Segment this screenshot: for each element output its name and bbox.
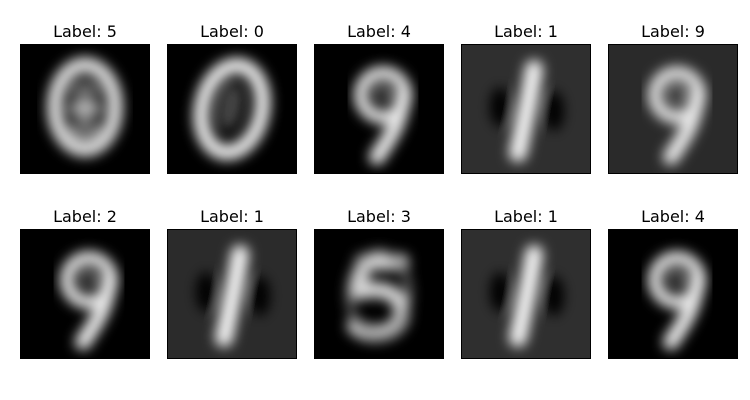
panel-label: Label: 1 xyxy=(494,22,558,41)
panel-label: Label: 1 xyxy=(200,207,264,226)
panel-label: Label: 0 xyxy=(200,22,264,41)
digit-image xyxy=(314,44,444,174)
digit-bitmap xyxy=(609,45,737,173)
digit-bitmap xyxy=(168,45,296,173)
panel-label: Label: 9 xyxy=(641,22,705,41)
digit-bitmap xyxy=(462,45,590,173)
digit-image xyxy=(20,44,150,174)
digit-bitmap xyxy=(168,230,296,358)
panel-label: Label: 5 xyxy=(53,22,117,41)
digit-image xyxy=(608,229,738,359)
panel-label: Label: 1 xyxy=(494,207,558,226)
digit-image xyxy=(461,229,591,359)
digit-image xyxy=(461,44,591,174)
panel-label: Label: 4 xyxy=(641,207,705,226)
digit-bitmap xyxy=(609,230,737,358)
digit-bitmap xyxy=(315,45,443,173)
digit-image xyxy=(608,44,738,174)
panel-label: Label: 3 xyxy=(347,207,411,226)
panel-label: Label: 2 xyxy=(53,207,117,226)
digit-image xyxy=(167,44,297,174)
digit-bitmap xyxy=(315,230,443,358)
digit-bitmap xyxy=(21,45,149,173)
digit-bitmap xyxy=(21,230,149,358)
digit-image xyxy=(167,229,297,359)
digit-image xyxy=(314,229,444,359)
digit-bitmap xyxy=(462,230,590,358)
digit-image xyxy=(20,229,150,359)
panel-label: Label: 4 xyxy=(347,22,411,41)
